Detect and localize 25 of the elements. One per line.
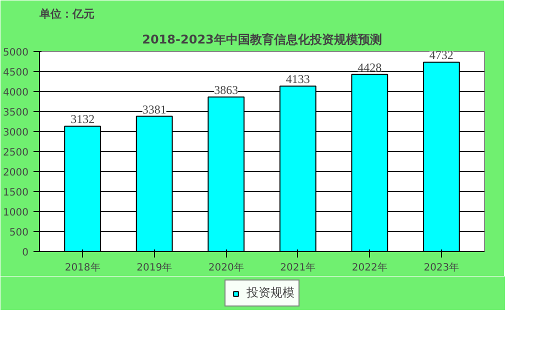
x-tick-label: 2023年 [424, 262, 460, 274]
y-tick-label: 4500 [3, 68, 29, 78]
data-label: 3132 [70, 112, 95, 126]
y-tick-label: 500 [9, 228, 29, 238]
y-tick-label: 3500 [3, 108, 29, 118]
x-tick-label: 2020年 [208, 262, 244, 274]
x-tick-label: 2018年 [64, 262, 100, 274]
y-tick-label: 1500 [3, 188, 29, 198]
legend-label: 投资规模 [246, 284, 294, 302]
data-label: 4133 [286, 72, 310, 86]
data-label: 3863 [214, 82, 238, 97]
y-axis-title: 单位：亿元 [38, 8, 94, 20]
x-tick-label: 2021年 [280, 262, 316, 274]
chart-title: 2018-2023年中国教育信息化投资规模预测 [142, 32, 382, 46]
y-tick-label: 2500 [3, 148, 29, 158]
y-tick-label: 1000 [3, 208, 29, 218]
y-tick-label: 2000 [3, 168, 29, 178]
y-tick-label: 0 [22, 248, 29, 258]
y-tick-label: 4000 [3, 88, 29, 98]
y-tick-label: 5000 [3, 48, 29, 58]
data-label: 3381 [142, 102, 166, 116]
x-tick-label: 2019年 [136, 262, 172, 274]
y-tick-label: 3000 [3, 128, 29, 138]
x-tick-label: 2022年 [352, 262, 388, 274]
data-label: 4428 [358, 60, 382, 74]
